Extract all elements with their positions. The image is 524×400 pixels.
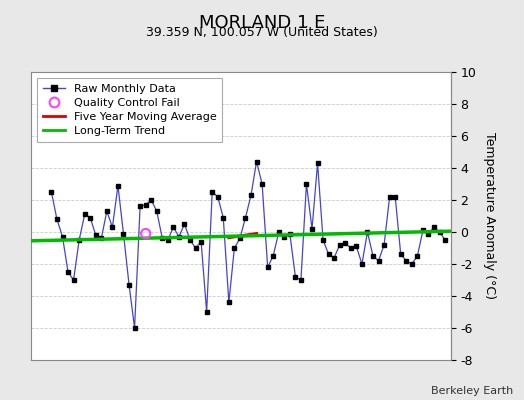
Text: 39.359 N, 100.057 W (United States): 39.359 N, 100.057 W (United States) <box>146 26 378 39</box>
Point <box>141 230 150 237</box>
Legend: Raw Monthly Data, Quality Control Fail, Five Year Moving Average, Long-Term Tren: Raw Monthly Data, Quality Control Fail, … <box>37 78 222 142</box>
Y-axis label: Temperature Anomaly (°C): Temperature Anomaly (°C) <box>483 132 496 300</box>
Text: Berkeley Earth: Berkeley Earth <box>431 386 514 396</box>
Text: MORLAND 1 E: MORLAND 1 E <box>199 14 325 32</box>
